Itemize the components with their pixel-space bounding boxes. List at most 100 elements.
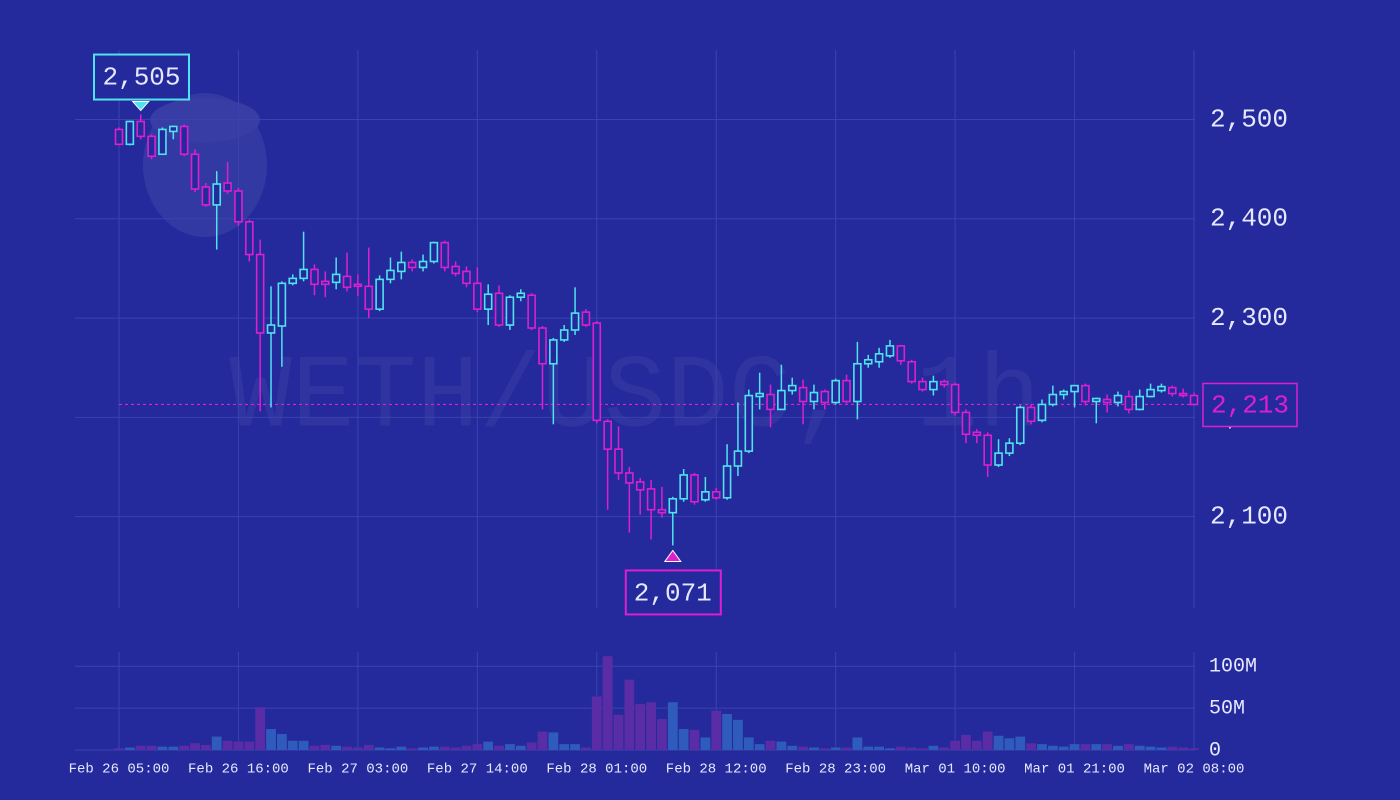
candle-body: [1091, 397, 1101, 403]
candle-body: [1178, 392, 1188, 397]
volume-bar: [483, 741, 494, 750]
candle-body: [321, 280, 330, 286]
candle-body: [527, 294, 536, 329]
volume-bar: [168, 746, 179, 750]
volume-bar: [429, 746, 439, 750]
candle-body: [918, 380, 927, 391]
volume-bar: [950, 740, 960, 750]
candle-body: [429, 241, 439, 263]
candle-body: [701, 491, 710, 501]
candle-body: [1157, 385, 1166, 392]
volume-bar: [537, 731, 548, 750]
candle-body: [353, 283, 363, 288]
volume-bar: [190, 743, 200, 750]
candle-body: [462, 270, 471, 285]
candle-body: [168, 125, 178, 133]
candle-body: [1070, 384, 1079, 393]
candle-body: [983, 434, 992, 466]
candle-body: [766, 393, 775, 411]
candle-body: [234, 190, 243, 223]
volume-bar: [385, 748, 396, 750]
candle-body: [711, 491, 721, 499]
volume-bar: [722, 713, 732, 750]
candle-body: [1037, 403, 1047, 422]
candle-body: [1081, 384, 1090, 403]
candle-body: [950, 383, 960, 414]
min-marker: [663, 549, 682, 562]
volume-bar: [1167, 746, 1178, 750]
volume-bar: [906, 747, 917, 750]
x-tick-label: Feb 27 14:00: [427, 762, 528, 778]
volume-bar: [852, 737, 863, 750]
volume-bar: [678, 729, 689, 750]
volume-bar: [971, 740, 982, 750]
volume-bar: [179, 745, 190, 750]
candle-body: [288, 277, 298, 285]
x-tick-label: Feb 26 16:00: [188, 762, 289, 778]
candle-body: [603, 420, 612, 450]
volume-bar: [711, 710, 722, 750]
volume-bar: [1145, 746, 1156, 750]
candle-body: [1048, 393, 1058, 406]
candle-body: [733, 450, 743, 467]
volume-bar: [309, 745, 320, 750]
candle-body: [1102, 398, 1112, 404]
candle-body: [114, 128, 124, 146]
volume-bar: [396, 746, 407, 750]
candle-body: [755, 392, 764, 398]
volume-bar: [798, 746, 808, 750]
volume-bar: [657, 719, 667, 750]
mascot-watermark: [143, 93, 267, 237]
x-tick-label: Mar 01 21:00: [1024, 762, 1125, 778]
volume-bar: [776, 741, 787, 750]
candle-body: [559, 329, 569, 341]
candle-body: [1005, 442, 1014, 454]
volume-bar: [917, 748, 928, 750]
y-tick-label: 2,500: [1210, 104, 1288, 134]
candle-body: [158, 128, 167, 156]
volume-bar: [407, 748, 418, 750]
candle-body: [310, 268, 319, 286]
candle-body: [863, 358, 873, 365]
candle-body: [245, 220, 254, 256]
volume-bar: [233, 741, 244, 750]
volume-bar: [1004, 738, 1015, 750]
candle-body: [809, 391, 819, 403]
volume-bar: [765, 740, 776, 750]
candle-body: [516, 292, 526, 299]
candle-body: [722, 465, 732, 499]
volume-bar: [211, 736, 222, 750]
volume-bar: [363, 744, 374, 750]
volume-bar: [548, 732, 559, 750]
candle-body: [592, 322, 602, 422]
candle-body: [929, 380, 938, 391]
volume-bar: [613, 714, 624, 750]
candle-body: [961, 411, 971, 436]
candle-body: [494, 292, 504, 326]
volume-bar: [928, 745, 939, 750]
volume-bar: [1058, 746, 1069, 750]
volume-bar: [570, 744, 580, 750]
candle-body: [255, 253, 265, 334]
volume-bar: [472, 744, 483, 750]
volume-bar: [276, 734, 287, 750]
volume-bar: [320, 744, 331, 750]
volume-bar: [961, 734, 971, 750]
volume-bar: [809, 747, 819, 750]
volume-bar: [1113, 745, 1123, 750]
candle-body: [679, 474, 688, 500]
candle-body: [299, 268, 308, 280]
candle-body: [1189, 394, 1199, 406]
volume-bar: [135, 745, 146, 750]
candle-body: [331, 273, 341, 284]
volume-bar: [602, 656, 613, 750]
candle-body: [364, 285, 374, 310]
volume-bar: [819, 748, 830, 750]
volume-bar: [244, 741, 255, 750]
volume-bar: [200, 744, 211, 750]
volume-bar: [635, 703, 646, 750]
candle-body: [874, 353, 884, 363]
last-price-box: [1202, 382, 1298, 428]
volume-bar: [646, 702, 656, 750]
